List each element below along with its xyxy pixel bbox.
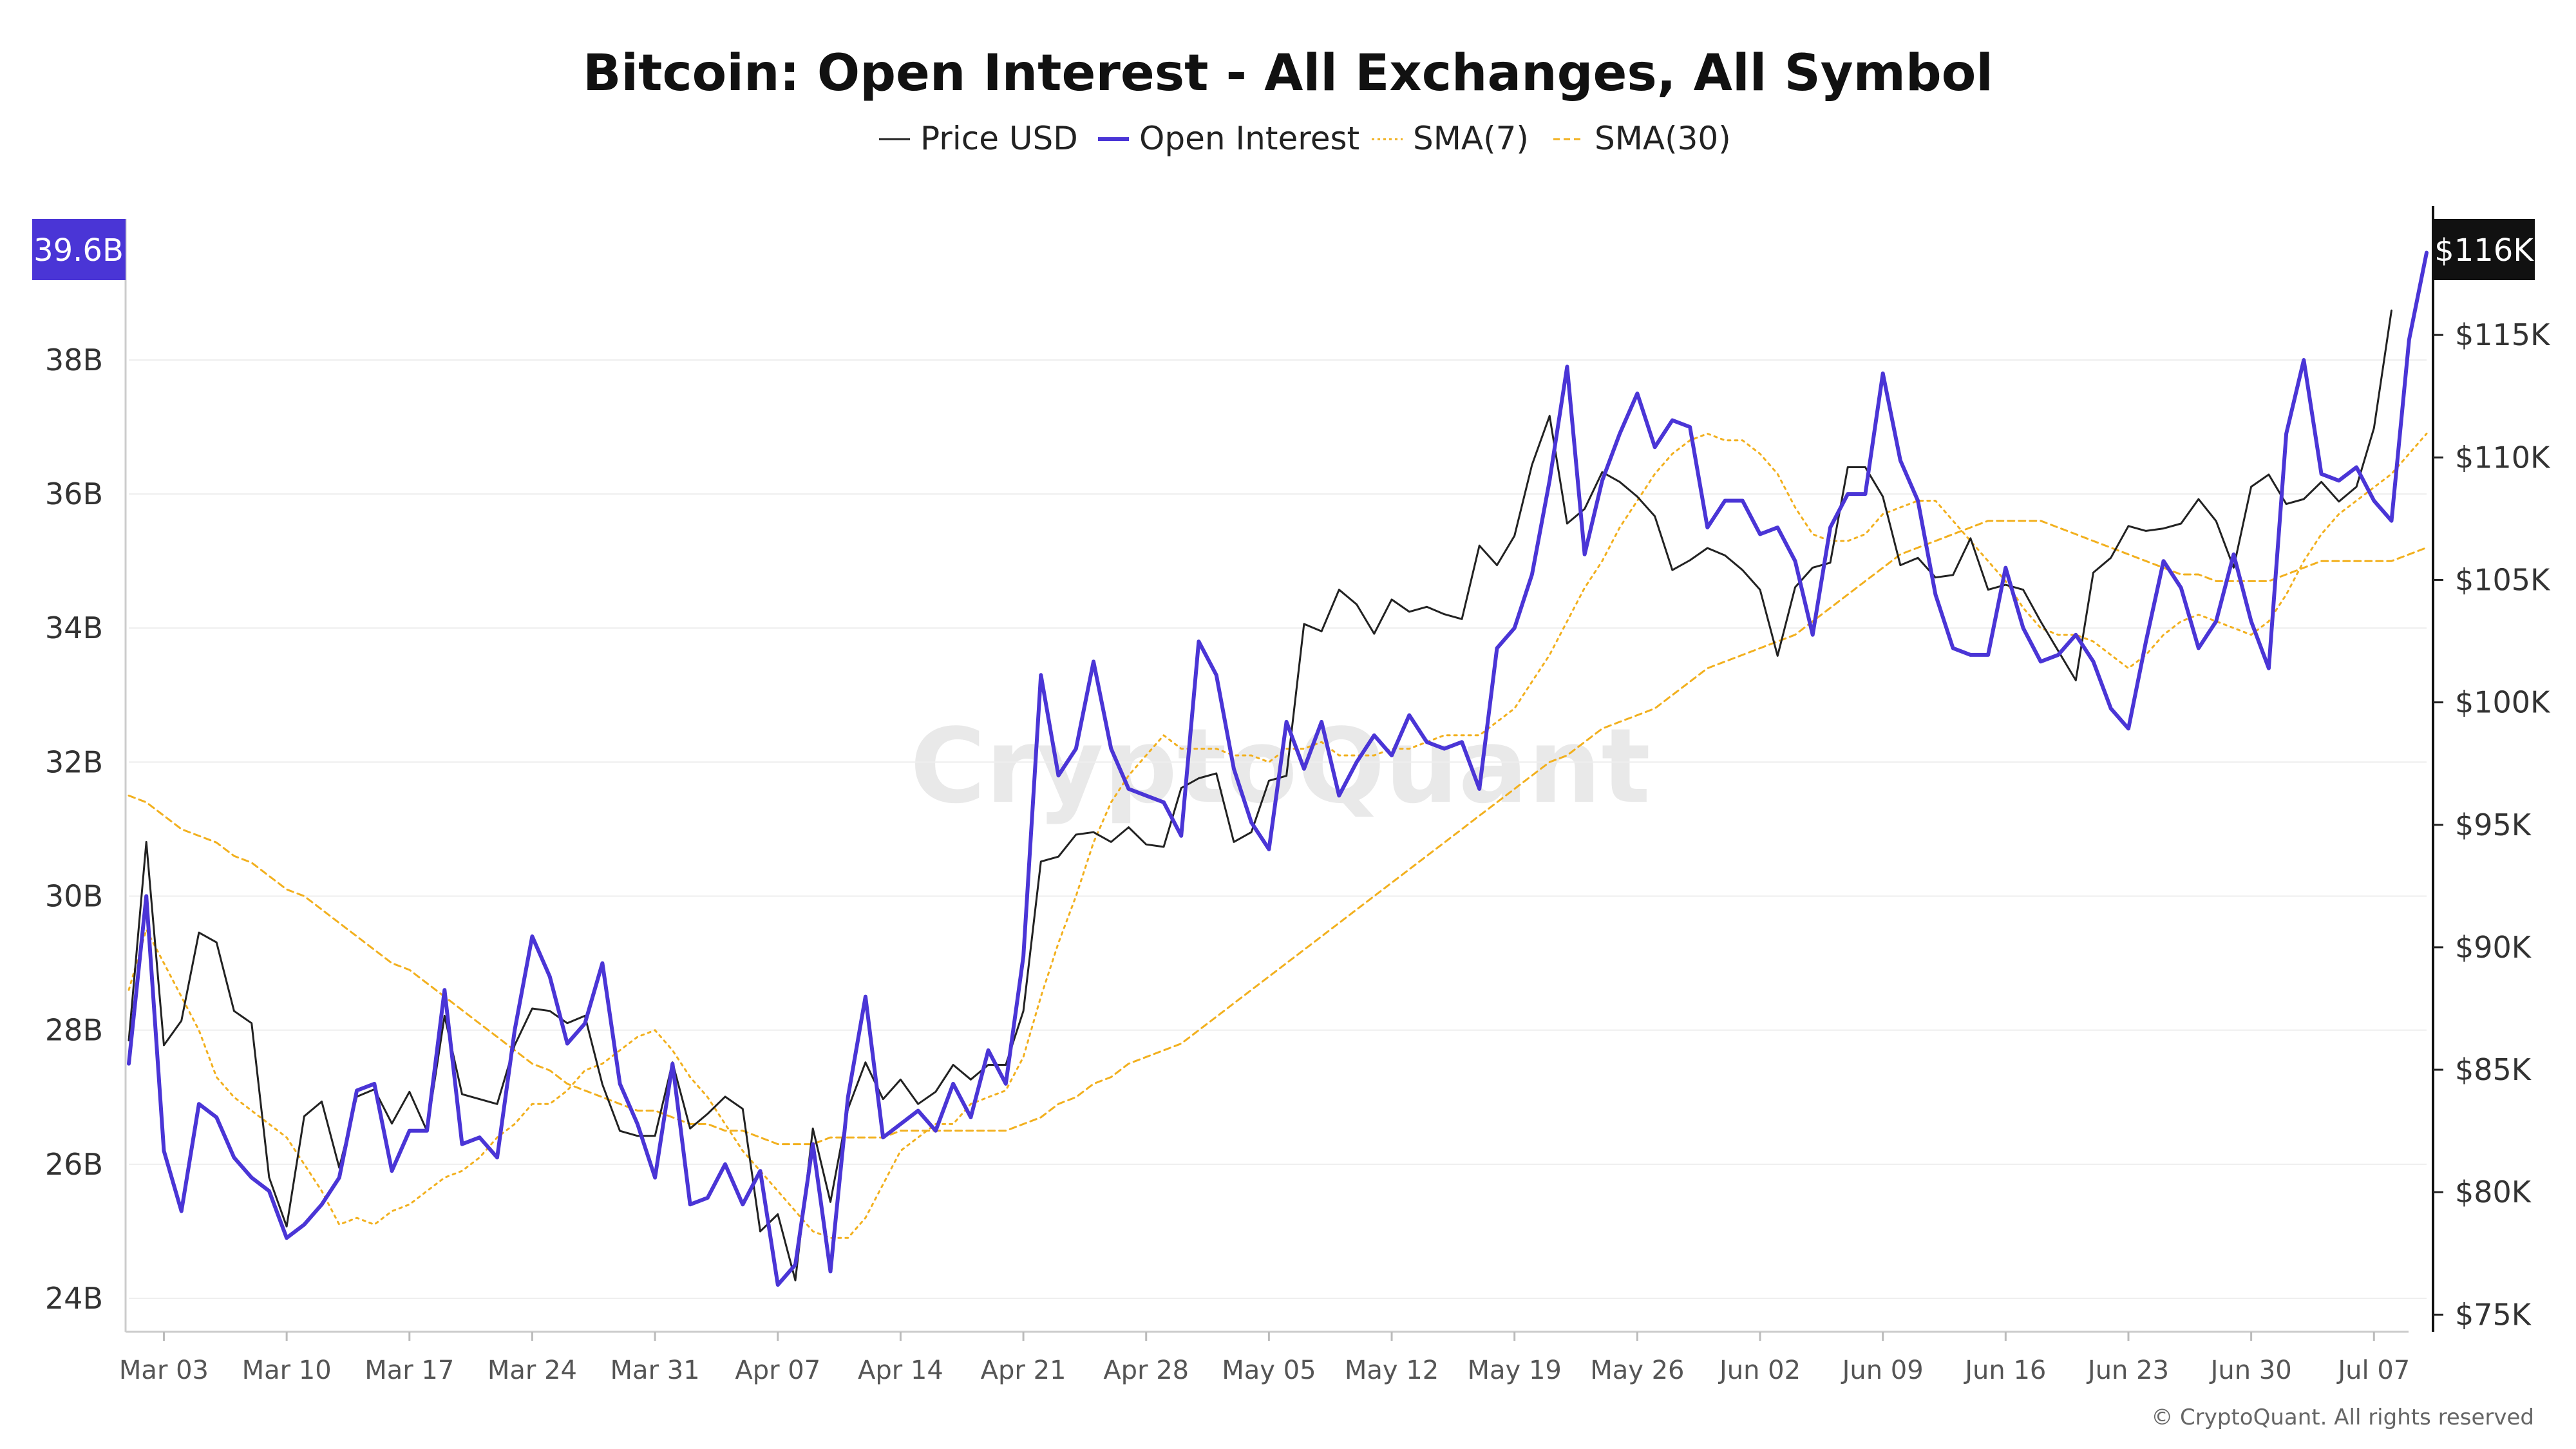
axes xyxy=(124,206,2434,1333)
left-axis-ticks: 24B 26B 28B 30B 32B 34B 36B 38B xyxy=(45,343,103,1316)
x-tick-label: Mar 31 xyxy=(611,1356,700,1385)
chart-title: Bitcoin: Open Interest - All Exchanges, … xyxy=(583,44,1993,102)
left-tick-label: 32B xyxy=(45,744,103,779)
x-tick-label: May 26 xyxy=(1590,1356,1684,1385)
x-tick-label: Mar 24 xyxy=(488,1356,577,1385)
legend-item-label: SMA(7) xyxy=(1413,120,1529,157)
series-sma-7 xyxy=(128,432,2428,1239)
x-axis-ticks: Mar 03 Mar 10 Mar 17 Mar 24 Mar 31 Apr 07 Apr … xyxy=(119,1332,2410,1385)
right-tick-label: $115K xyxy=(2455,317,2551,352)
left-tick-label: 38B xyxy=(45,343,103,377)
x-tick-label: May 12 xyxy=(1345,1356,1439,1385)
right-tick-label: $75K xyxy=(2455,1297,2532,1332)
left-value-badge-text: 39.6B xyxy=(33,232,124,269)
x-tick-label: Jun 02 xyxy=(1718,1356,1801,1385)
right-tick-label: $90K xyxy=(2455,930,2532,965)
right-value-badge: $116K xyxy=(2433,219,2535,280)
x-tick-label: Jun 16 xyxy=(1963,1356,2046,1385)
legend-item-label: Open Interest xyxy=(1139,120,1359,157)
legend-item-label: Price USD xyxy=(920,120,1078,157)
right-tick-label: $100K xyxy=(2455,685,2551,720)
series-layer xyxy=(127,251,2429,1287)
x-tick-label: Apr 07 xyxy=(735,1356,820,1385)
left-tick-label: 24B xyxy=(45,1281,103,1316)
right-axis-ticks: $75K $80K $85K $90K $95K $100K $105K $110K $115K xyxy=(2433,317,2551,1332)
right-tick-label: $80K xyxy=(2455,1175,2532,1209)
x-tick-label: Jun 09 xyxy=(1841,1356,1924,1385)
left-value-badge-bg xyxy=(32,219,126,280)
x-tick-label: Mar 17 xyxy=(365,1356,454,1385)
x-tick-label: Apr 21 xyxy=(981,1356,1066,1385)
right-value-badge-text: $116K xyxy=(2434,232,2534,269)
legend-item-label: SMA(30) xyxy=(1595,120,1731,157)
left-value-badge: 39.6B xyxy=(32,219,126,280)
x-tick-label: May 05 xyxy=(1222,1356,1316,1385)
right-tick-label: $85K xyxy=(2455,1052,2532,1087)
legend: Price USD Open Interest SMA(7) SMA(30) xyxy=(879,120,1731,157)
right-value-badge-bg xyxy=(2433,219,2535,280)
series-sma-30 xyxy=(128,520,2428,1146)
left-tick-label: 34B xyxy=(45,611,103,645)
left-tick-label: 30B xyxy=(45,879,103,914)
series-price-usd xyxy=(128,309,2392,1282)
x-tick-label: Mar 10 xyxy=(242,1356,332,1385)
x-tick-label: Jun 30 xyxy=(2209,1356,2292,1385)
grid xyxy=(129,359,2427,1299)
right-tick-label: $95K xyxy=(2455,808,2532,842)
right-tick-label: $110K xyxy=(2455,440,2551,475)
left-tick-label: 36B xyxy=(45,477,103,511)
left-tick-label: 26B xyxy=(45,1147,103,1182)
x-tick-label: Apr 14 xyxy=(858,1356,943,1385)
x-tick-label: May 19 xyxy=(1468,1356,1562,1385)
x-tick-label: Apr 28 xyxy=(1103,1356,1189,1385)
copyright: © CryptoQuant. All rights reserved xyxy=(2151,1405,2534,1430)
right-tick-label: $105K xyxy=(2455,562,2551,597)
x-tick-label: Mar 03 xyxy=(119,1356,209,1385)
series-open-interest xyxy=(127,251,2429,1287)
x-tick-label: Jul 07 xyxy=(2336,1356,2410,1385)
left-tick-label: 28B xyxy=(45,1013,103,1048)
x-tick-label: Jun 23 xyxy=(2086,1356,2169,1385)
